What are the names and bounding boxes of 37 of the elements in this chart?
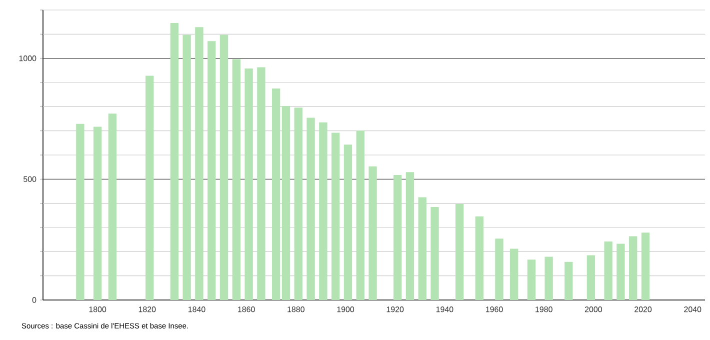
- bar: [495, 238, 504, 300]
- bar: [356, 130, 364, 300]
- bar: [406, 172, 414, 300]
- bar: [108, 114, 117, 300]
- bar: [527, 260, 536, 300]
- bar: [510, 248, 518, 300]
- bar: [170, 23, 178, 300]
- bar: [418, 197, 426, 300]
- bar: [257, 67, 266, 300]
- bar: [344, 144, 352, 300]
- bar: [475, 216, 484, 300]
- bar: [294, 108, 302, 300]
- bar: [604, 242, 612, 300]
- bar: [564, 262, 573, 300]
- bar: [629, 236, 638, 300]
- bar: [272, 88, 280, 300]
- bar: [430, 206, 439, 300]
- bar: [76, 124, 84, 300]
- bar: [244, 68, 253, 300]
- bar: [282, 106, 290, 300]
- bar: [331, 132, 340, 300]
- bar: [368, 166, 377, 300]
- bar: [586, 255, 596, 300]
- bar: [306, 118, 315, 300]
- bar: [393, 175, 402, 300]
- bar: [616, 244, 625, 300]
- bar: [641, 232, 650, 300]
- bar: [232, 59, 240, 300]
- bar: [182, 34, 191, 300]
- bar: [220, 34, 228, 300]
- bar: [544, 256, 553, 300]
- bar: [319, 122, 328, 300]
- bar: [146, 76, 154, 300]
- bar: [195, 27, 204, 300]
- bar: [208, 41, 216, 300]
- bar: [455, 204, 464, 300]
- bar: [93, 126, 102, 300]
